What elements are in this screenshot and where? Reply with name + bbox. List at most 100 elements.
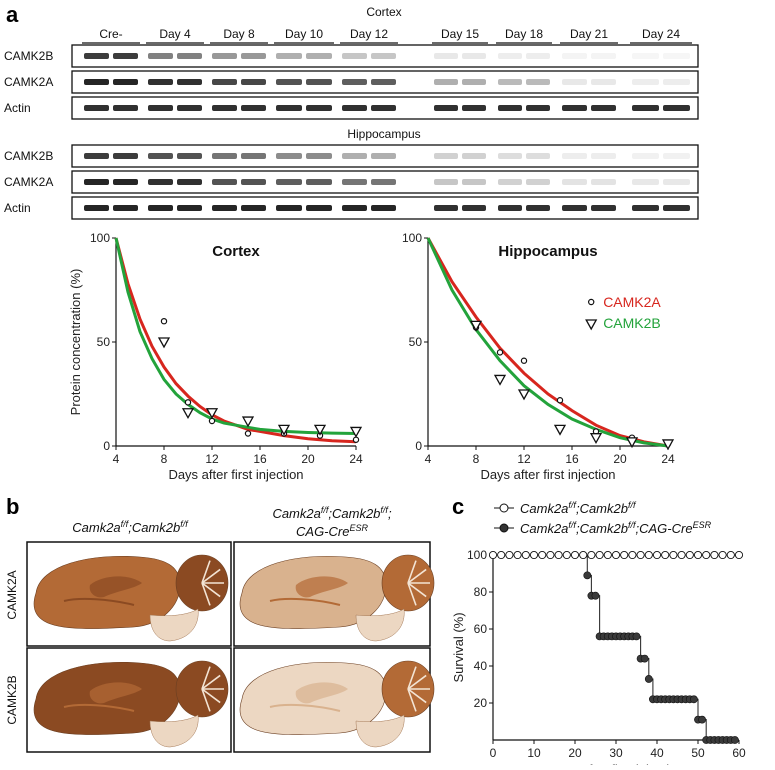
blot-band bbox=[462, 105, 486, 111]
data-point-camk2a bbox=[244, 430, 252, 437]
blot-title-hippocampus: Hippocampus bbox=[347, 127, 420, 141]
blot-row-label: Actin bbox=[4, 101, 31, 115]
data-point-camk2a bbox=[208, 417, 216, 425]
blot-band bbox=[498, 205, 522, 211]
lane-group-label: Day 4 bbox=[159, 27, 191, 41]
stain-row-label-camk2a: CAMK2A bbox=[5, 570, 19, 619]
survival-point-control bbox=[570, 550, 580, 560]
survival-point-control bbox=[661, 550, 670, 560]
blot-band bbox=[632, 79, 659, 85]
blot-band bbox=[212, 153, 237, 159]
survival-point-control bbox=[734, 550, 744, 560]
blot-band bbox=[498, 179, 522, 185]
y-tick-label: 50 bbox=[97, 335, 111, 349]
y-tick-label: 20 bbox=[474, 696, 488, 710]
y-tick-label: 100 bbox=[402, 231, 422, 245]
blot-band bbox=[148, 105, 173, 111]
brain-section-control-camk2a bbox=[33, 554, 229, 642]
blot-band bbox=[84, 53, 109, 59]
blot-band bbox=[562, 179, 587, 185]
data-point-camk2b bbox=[181, 408, 195, 420]
survival-point-control bbox=[652, 550, 662, 560]
legend-marker bbox=[499, 503, 509, 513]
data-point-camk2a bbox=[352, 436, 360, 443]
blot-band bbox=[241, 105, 266, 111]
brain-tract bbox=[63, 703, 135, 712]
brain-stem bbox=[149, 608, 199, 642]
stain-header-ko-line1: Camk2af/f;Camk2bf/f; bbox=[272, 505, 392, 521]
blot-band bbox=[498, 153, 522, 159]
blot-band bbox=[84, 205, 109, 211]
survival-point-control bbox=[529, 550, 539, 560]
cerebellum-fold bbox=[201, 560, 211, 584]
chart-survival: 204060801000102030405060Days after first… bbox=[451, 500, 746, 770]
blot-band bbox=[113, 105, 138, 111]
blot-band bbox=[241, 153, 266, 159]
blot-title-cortex: Cortex bbox=[366, 5, 401, 19]
survival-point-control bbox=[710, 550, 719, 560]
blot-band bbox=[663, 153, 690, 159]
blot-band bbox=[306, 205, 332, 211]
lane-group-label: Day 15 bbox=[441, 27, 479, 41]
fit-line-camk2b bbox=[114, 237, 357, 435]
data-point-camk2b bbox=[589, 433, 603, 445]
lane-group-label: Day 21 bbox=[570, 27, 608, 41]
cerebellum-fold bbox=[201, 582, 211, 606]
blot-band bbox=[526, 179, 550, 185]
blot-band bbox=[434, 105, 458, 111]
blot-band bbox=[148, 179, 173, 185]
blot-band bbox=[562, 205, 587, 211]
blot-band bbox=[591, 53, 616, 59]
blot-band bbox=[276, 153, 302, 159]
y-tick-label: 100 bbox=[467, 548, 487, 562]
y-tick-label: 0 bbox=[103, 439, 110, 453]
cerebellum-fold bbox=[407, 688, 427, 704]
blot-band bbox=[212, 105, 237, 111]
data-point-camk2b bbox=[625, 437, 639, 449]
blot-band bbox=[177, 205, 202, 211]
blot-band bbox=[342, 205, 367, 211]
survival-point-ko bbox=[591, 591, 600, 600]
survival-point-ko bbox=[690, 695, 698, 704]
x-tick-label: 24 bbox=[349, 452, 363, 466]
data-point-camk2b bbox=[313, 424, 327, 436]
survival-point-control bbox=[497, 550, 506, 560]
blot-band bbox=[342, 53, 367, 59]
blot-band bbox=[177, 105, 202, 111]
blot-band bbox=[84, 153, 109, 159]
data-point-camk2a bbox=[184, 399, 192, 406]
x-tick-label: 0 bbox=[490, 746, 497, 760]
legend-label: Camk2af/f;Camk2bf/f;CAG-CreESR bbox=[520, 520, 712, 536]
blot-band bbox=[371, 153, 396, 159]
stain-header-ko-line2: CAG-CreESR bbox=[296, 523, 368, 539]
blot-band bbox=[241, 205, 266, 211]
blot-band bbox=[148, 79, 173, 85]
lane-group-label: Day 8 bbox=[223, 27, 255, 41]
legend-marker-camk2b bbox=[585, 319, 598, 331]
blot-band bbox=[148, 153, 173, 159]
blot-band bbox=[498, 53, 522, 59]
x-tick-label: 40 bbox=[650, 746, 664, 760]
survival-point-control bbox=[546, 550, 555, 560]
brain-stain-panel: Camk2af/f;Camk2bf/f Camk2af/f;Camk2bf/f;… bbox=[5, 505, 435, 753]
blot-band bbox=[498, 79, 522, 85]
blot-band bbox=[462, 153, 486, 159]
survival-point-control bbox=[538, 550, 547, 560]
x-tick-label: 4 bbox=[425, 452, 432, 466]
blot-band bbox=[562, 79, 587, 85]
legend-marker bbox=[499, 523, 509, 533]
legend-marker-camk2a bbox=[588, 298, 595, 306]
cerebellum-fold bbox=[407, 582, 417, 606]
cerebellum-fold bbox=[407, 568, 427, 584]
x-tick-label: 50 bbox=[691, 746, 705, 760]
survival-point-control bbox=[488, 550, 498, 560]
survival-point-ko bbox=[583, 571, 592, 580]
blot-band bbox=[663, 53, 690, 59]
brain-tract bbox=[63, 597, 135, 606]
cerebellum-fold bbox=[201, 666, 211, 690]
panel-label-b: b bbox=[6, 494, 19, 519]
y-tick-label: 60 bbox=[474, 622, 488, 636]
blot-band bbox=[342, 179, 367, 185]
blot-band bbox=[84, 79, 109, 85]
brain-section-control-camk2b bbox=[33, 660, 229, 748]
